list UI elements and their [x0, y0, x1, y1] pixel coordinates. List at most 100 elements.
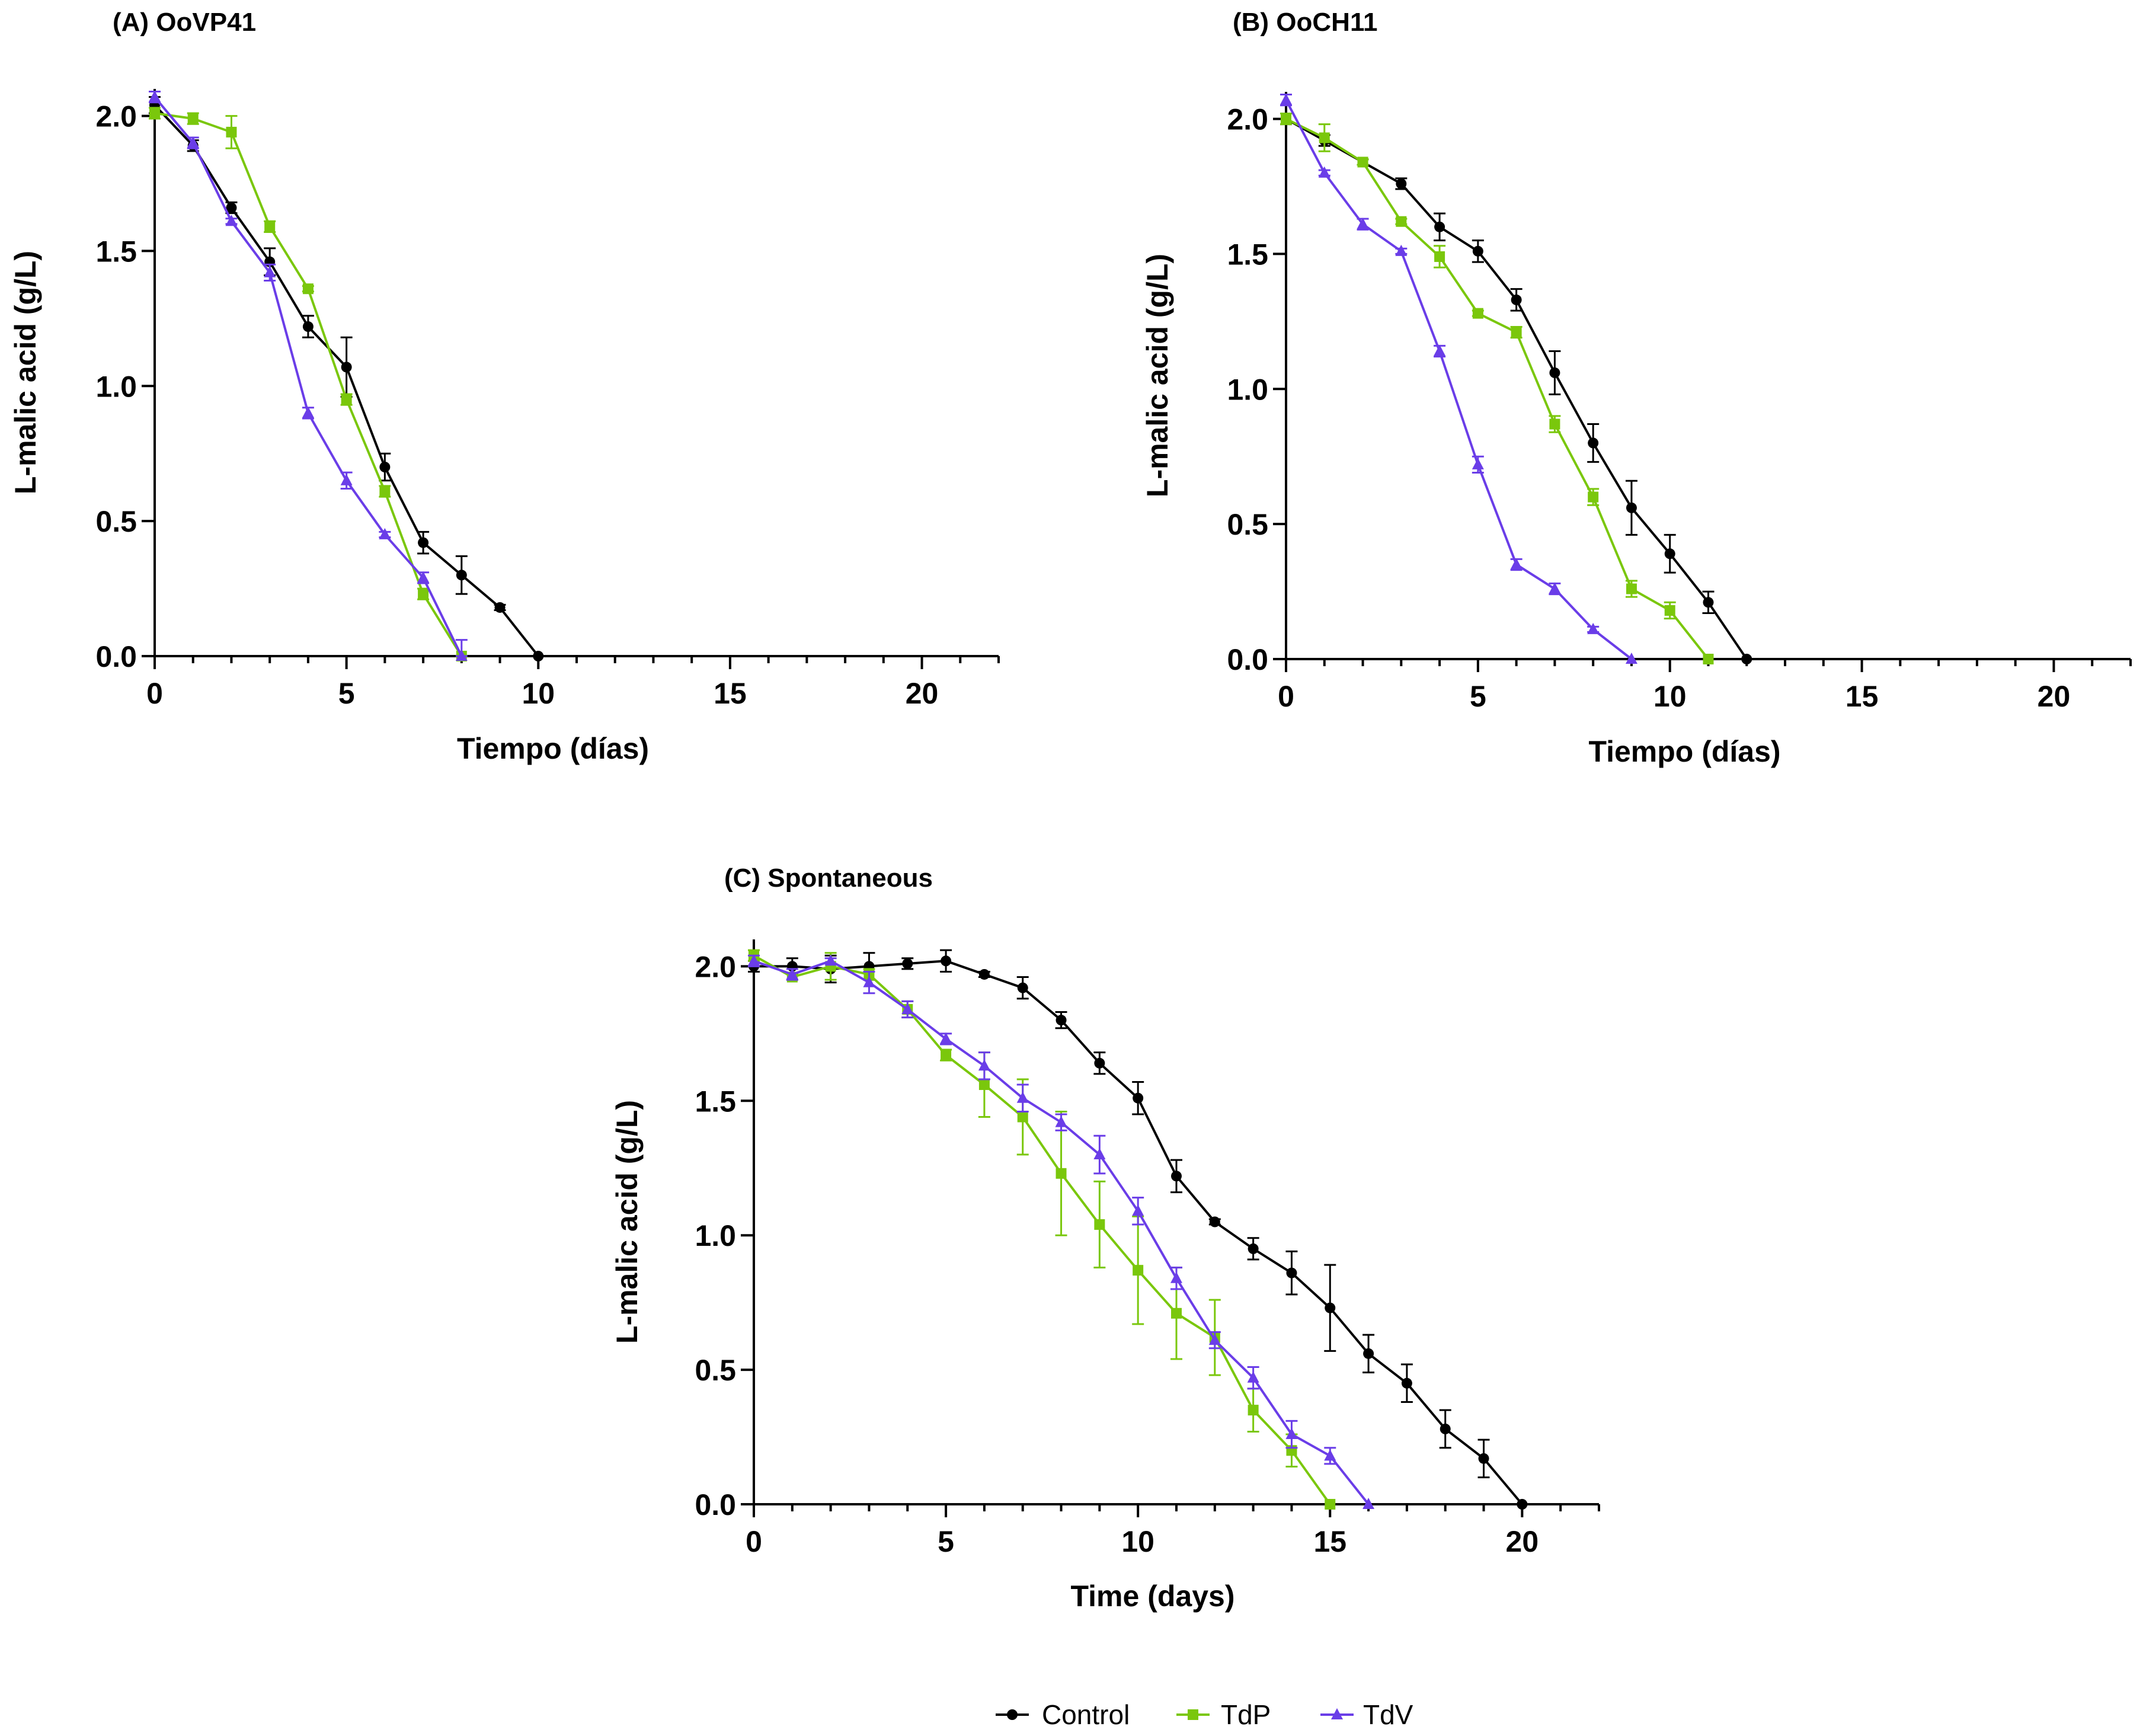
panel-a-y-tick-label-1: 0.5: [95, 505, 137, 538]
panel-a-x-tick-label-10: 10: [522, 677, 555, 710]
panel-b-series-tdv-point-9: [1625, 653, 1637, 664]
panel-c-series-tdv-point-11: [1170, 1271, 1182, 1283]
panel-c-series-control-point-19: [1478, 1453, 1489, 1464]
panel-c-series-tdv-point-3: [863, 976, 875, 987]
panel-b-x-tick-label-15: 15: [1845, 680, 1879, 713]
panel-b-series-tdp-point-0: [1281, 113, 1291, 124]
panel-b-series-tdv-point-3: [1395, 244, 1408, 256]
panel-a-series-control-point-4: [302, 321, 314, 333]
panel-c-series-control-point-18: [1440, 1423, 1451, 1434]
panel-c-series-tdv-point-10: [1132, 1204, 1144, 1216]
panel-a-series-tdp-point-3: [264, 221, 276, 232]
panel-c-x-axis-label: Time (days): [1071, 1580, 1235, 1613]
panel-b-y-tick-label-3: 1.5: [1227, 238, 1268, 271]
panel-a-series-control-point-5: [341, 362, 352, 373]
panel-c-series-tdv-point-14: [1285, 1428, 1298, 1440]
panel-c-series-control-point-9: [1094, 1057, 1105, 1069]
panel-a-series-control-point-10: [533, 651, 544, 661]
panel-a-series-control-point-2: [226, 202, 237, 213]
panel-a-series-tdp-point-6: [379, 486, 391, 497]
panel-c-series-tdp-point-15: [1325, 1499, 1336, 1510]
panel-a-series-tdp-point-0: [149, 108, 160, 119]
panel-c-y-axis-label: L-malic acid (g/L): [610, 1100, 644, 1344]
panel-c-series-control-point-16: [1363, 1348, 1374, 1359]
panel-b-series-tdv-point-1: [1318, 166, 1330, 178]
panel-c-spontaneous: (C) Spontaneous 0 5 10 15 20 0.0 0.5 1.0 1.5 2.0 T…: [610, 864, 1600, 1613]
panel-c-series-control-point-17: [1401, 1377, 1412, 1389]
panel-c-axes: 0 5 10 15 20 0.0 0.5 1.0 1.5 2.0: [695, 939, 1600, 1558]
legend-item-tdv-swatch-point-0: [1331, 1708, 1343, 1719]
panel-b-series-tdp: [1280, 112, 1714, 664]
panel-c-series-tdv-point-8: [1055, 1115, 1067, 1127]
panel-b-y-tick-label-2: 1.0: [1227, 373, 1268, 406]
panel-a-series-control-point-8: [456, 570, 467, 581]
panel-c-series-tdv-point-1: [786, 967, 798, 979]
panel-c-x-tick-label-5: 5: [938, 1525, 954, 1558]
panel-c-x-tick-label-10: 10: [1121, 1525, 1154, 1558]
panel-b-series-control-point-11: [1703, 597, 1714, 608]
panel-b-series-tdp-point-4: [1434, 251, 1445, 262]
panel-b-series-tdp-line: [1285, 117, 1710, 660]
panel-c-series-control-point-7: [1017, 982, 1028, 993]
panel-a-series-tdp-point-7: [418, 589, 429, 600]
panel-c-series-control-point-8: [1055, 1015, 1067, 1026]
panel-c-series-tdv-point-15: [1324, 1449, 1336, 1461]
panel-c-series-tdv-point-0: [748, 954, 760, 966]
legend-item-control: Control: [996, 1699, 1130, 1730]
panel-a-series-tdv-point-5: [340, 474, 353, 485]
panel-c-series-control-point-20: [1517, 1499, 1528, 1510]
panel-b-series-control-point-6: [1511, 294, 1522, 305]
panel-a-title: (A) OoVP41: [113, 8, 256, 37]
panel-a-x-tick-label-20: 20: [906, 677, 939, 710]
panel-a-x-tick-label-15: 15: [714, 677, 747, 710]
panel-a-series-tdp-line: [154, 112, 463, 657]
panel-c-series-control-point-12: [1209, 1216, 1220, 1227]
panel-c-series-tdv-point-5: [940, 1032, 952, 1044]
panel-b-series-tdp-point-8: [1588, 491, 1599, 503]
panel-c-series-control-point-13: [1248, 1243, 1259, 1254]
panel-b-x-tick-label-10: 10: [1653, 680, 1687, 713]
panel-b-series-control-point-8: [1588, 437, 1599, 449]
panel-b-series-control-line: [1285, 117, 1748, 660]
panel-b-series-control-point-10: [1664, 548, 1675, 560]
panel-b-series-tdp-point-10: [1664, 605, 1675, 616]
panel-c-series-tdv-point-9: [1093, 1148, 1106, 1160]
panel-a-y-tick-label-0: 0.0: [95, 640, 137, 673]
panel-c-y-tick-label-1: 0.5: [695, 1354, 736, 1387]
panel-b-series-tdv-point-8: [1587, 622, 1600, 634]
panel-c-series-control: [748, 949, 1528, 1510]
panel-c-series-tdp-point-6: [978, 1079, 990, 1091]
panel-c-series-tdv-point-13: [1247, 1371, 1259, 1383]
legend-item-control-swatch-point-0: [1007, 1709, 1018, 1720]
panel-a-series-tdv-point-3: [264, 266, 276, 277]
legend-item-control-label: Control: [1042, 1699, 1130, 1730]
panel-b-series-tdp-point-1: [1319, 132, 1330, 143]
panel-b-series-control-point-4: [1434, 221, 1445, 232]
panel-b-y-tick-label-0: 0.0: [1227, 643, 1268, 676]
legend-item-tdp: TdP: [1176, 1699, 1271, 1730]
panel-b-y-axis-label: L-malic acid (g/L): [1141, 254, 1174, 497]
panel-c-series-tdv-point-7: [1016, 1091, 1029, 1103]
panel-a-series-tdp-point-2: [226, 126, 237, 138]
panel-c-y-tick-label-3: 1.5: [695, 1085, 736, 1118]
panel-a-y-tick-label-4: 2.0: [95, 100, 137, 133]
panel-b-series-tdv-point-4: [1434, 344, 1446, 356]
panel-b-series-tdp-point-3: [1396, 216, 1407, 227]
panel-c-series-tdp-point-10: [1133, 1265, 1144, 1276]
panel-a-series-tdv-point-2: [225, 215, 238, 226]
panel-c-y-tick-label-0: 0.0: [695, 1488, 736, 1521]
panel-a-series-tdp-point-1: [187, 113, 199, 124]
panel-c-series-tdp: [748, 949, 1336, 1510]
panel-b-series-tdv-line: [1285, 99, 1633, 660]
panel-b-series-tdp-point-6: [1511, 327, 1522, 338]
panel-a-series-tdv-point-1: [187, 136, 199, 148]
panel-c-series-control-point-10: [1133, 1092, 1144, 1104]
panel-c-series-control-point-5: [941, 955, 952, 967]
panel-b-y-tick-label-4: 2.0: [1227, 103, 1268, 136]
panel-a-series-control: [149, 96, 544, 661]
panel-b-series-tdv-point-6: [1510, 558, 1523, 570]
panel-b-x-tick-label-0: 0: [1278, 680, 1294, 713]
panel-a-series-tdv: [149, 90, 468, 661]
panel-b-series-tdp-point-7: [1549, 418, 1560, 430]
